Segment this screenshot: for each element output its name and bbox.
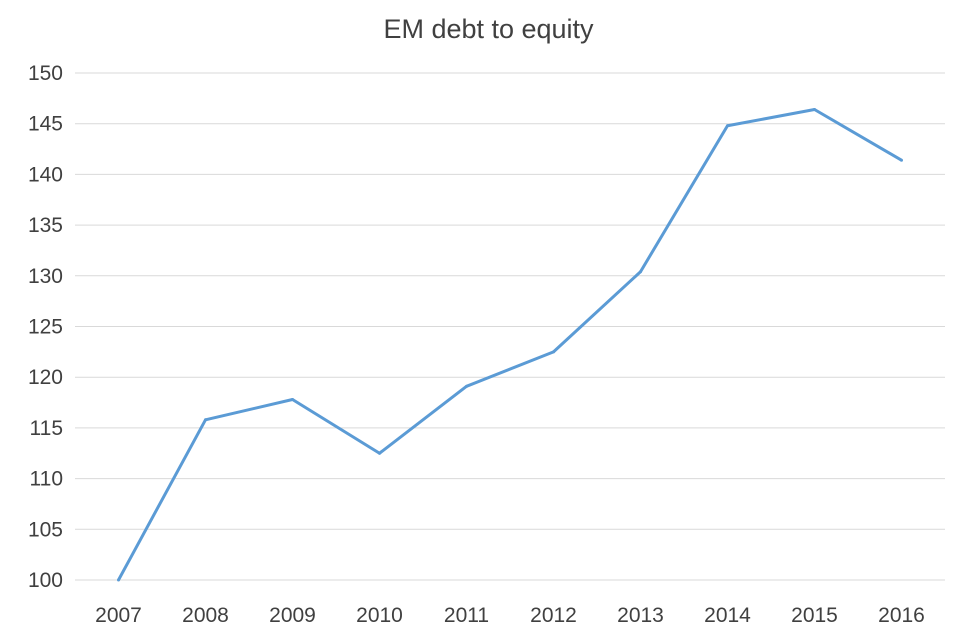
y-tick-label: 135: [28, 214, 63, 237]
x-tick-label: 2008: [182, 604, 229, 627]
series-layer: [117, 108, 903, 582]
x-tick-label: 2015: [791, 604, 838, 627]
grid-lines: [75, 72, 945, 581]
data-point: [378, 451, 381, 455]
data-point: [291, 398, 294, 402]
y-axis-ticks: 100 105 110 115 120 125 130 135 140 145 150: [28, 62, 63, 592]
data-point: [552, 350, 555, 354]
y-tick-label: 140: [28, 163, 63, 186]
y-tick-label: 145: [28, 113, 63, 136]
x-tick-label: 2013: [617, 604, 664, 627]
x-tick-label: 2009: [269, 604, 316, 627]
series-line: [117, 108, 903, 581]
x-tick-label: 2010: [356, 604, 403, 627]
x-tick-label: 2007: [95, 604, 142, 627]
y-tick-label: 110: [30, 468, 63, 491]
y-tick-label: 100: [28, 569, 63, 592]
x-tick-label: 2016: [878, 604, 925, 627]
x-tick-label: 2011: [444, 604, 489, 627]
y-tick-label: 105: [28, 518, 63, 541]
data-point: [465, 384, 468, 388]
data-point: [726, 124, 729, 128]
data-point: [813, 108, 816, 112]
data-point: [639, 270, 642, 274]
y-tick-label: 150: [28, 62, 63, 85]
x-tick-label: 2012: [530, 604, 577, 627]
y-tick-label: 130: [28, 265, 63, 288]
x-axis-ticks: 2007 2008 2009 2010 2011 2012 2013 2014 2015 2016: [95, 604, 925, 627]
data-point: [117, 578, 120, 582]
x-tick-label: 2014: [704, 604, 751, 627]
data-point: [900, 158, 903, 162]
y-tick-label: 120: [28, 366, 63, 389]
y-tick-label: 115: [30, 417, 63, 440]
chart-title: EM debt to equity: [383, 14, 594, 44]
data-point: [204, 418, 207, 422]
y-tick-label: 125: [28, 316, 63, 339]
